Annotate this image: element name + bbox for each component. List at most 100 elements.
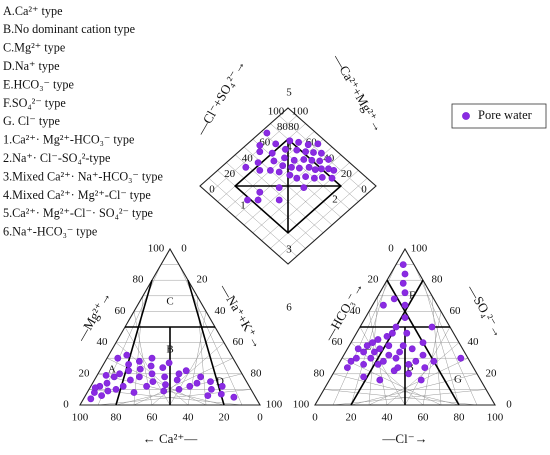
tick-label: 80 <box>277 121 289 133</box>
data-point <box>376 345 384 353</box>
data-point <box>379 357 387 365</box>
zone-label: C <box>166 296 173 308</box>
tick-label: 0 <box>312 412 318 424</box>
tick-label: 0 <box>181 243 187 255</box>
data-point <box>193 379 201 387</box>
grid-line <box>323 389 478 406</box>
data-point <box>300 156 308 163</box>
data-point <box>305 163 313 171</box>
tick-label: 20 <box>79 367 91 379</box>
data-point <box>275 196 283 204</box>
data-point <box>401 314 409 321</box>
tick-label: 60 <box>418 412 430 424</box>
key-line: 6.Na⁺-HCO₃⁻ type <box>3 225 97 239</box>
axis-label-clso4: —Cl⁻+SO₄²⁻→ <box>193 57 249 138</box>
tick-label: 100 <box>72 412 89 424</box>
data-point <box>256 141 264 149</box>
data-point <box>147 362 155 370</box>
data-point <box>116 370 123 378</box>
data-point <box>197 373 204 381</box>
data-point <box>143 382 150 390</box>
data-point <box>175 385 183 393</box>
axis-label-ca: ← Ca²⁺— <box>143 431 198 446</box>
key-line: E.HCO₃⁻ type <box>3 77 74 91</box>
tick-label: 100 <box>411 243 428 255</box>
data-point <box>311 166 319 173</box>
data-point <box>103 379 111 387</box>
data-point <box>428 323 436 331</box>
tick-label: 100 <box>293 399 310 411</box>
data-point <box>230 393 238 401</box>
key-line: G. Cl⁻ type <box>3 114 60 128</box>
zone-label: B <box>166 344 173 356</box>
classification-key: A.Ca²⁺ type B.No dominant cation type C.Mg… <box>3 4 163 239</box>
data-point <box>419 339 427 346</box>
key-line: F.SO₄²⁻ type <box>3 96 66 110</box>
data-point <box>317 149 325 157</box>
data-point <box>394 364 402 371</box>
data-point <box>325 165 332 173</box>
data-point <box>417 376 425 384</box>
legend: Pore water <box>451 103 547 129</box>
tick-label: 80 <box>314 367 326 379</box>
tick-label: 80 <box>111 412 123 424</box>
data-point <box>314 140 322 148</box>
data-point <box>325 156 332 163</box>
tick-label: 60 <box>233 336 245 348</box>
data-point <box>374 336 382 343</box>
data-point <box>136 365 144 373</box>
key-line: D.Na⁺ type <box>3 59 60 73</box>
data-point <box>87 395 95 403</box>
data-point <box>293 146 301 154</box>
tick-label: 40 <box>215 305 227 317</box>
data-point <box>244 196 251 204</box>
zone-label: G <box>454 374 462 386</box>
data-point <box>186 382 194 390</box>
legend-marker <box>462 112 470 120</box>
axis-label-so4: —SO₄²⁻→ <box>464 282 506 341</box>
tick-label: 0 <box>257 412 263 424</box>
data-point <box>286 171 294 179</box>
tick-label: 100 <box>487 412 504 424</box>
key-line: 4.Mixed Ca²⁺· Mg²⁺-Cl⁻ type <box>3 188 151 202</box>
zone-line <box>187 279 225 406</box>
data-point <box>207 378 214 385</box>
tick-label: 60 <box>332 336 344 348</box>
grid-line <box>332 373 460 406</box>
data-point <box>110 373 118 381</box>
data-point <box>114 354 122 362</box>
data-point <box>317 165 325 173</box>
tick-label: 40 <box>242 152 254 164</box>
zone-label: B <box>406 362 413 374</box>
zone-line <box>350 279 424 406</box>
zone-label: 4 <box>286 142 292 154</box>
axis-label-camg: —Ca²⁺+Mg²⁺→ <box>329 51 386 135</box>
data-point <box>421 364 429 371</box>
data-point <box>288 163 295 171</box>
tick-label: 40 <box>382 412 394 424</box>
data-point <box>293 174 301 182</box>
data-point <box>91 384 99 392</box>
data-point <box>279 162 287 170</box>
data-point <box>318 173 326 181</box>
tick-label: 80 <box>133 274 145 286</box>
tick-label: 20 <box>368 274 380 286</box>
tick-label: 60 <box>306 137 318 149</box>
grid-line <box>359 326 406 406</box>
data-point <box>419 351 427 359</box>
tick-label: 60 <box>259 137 271 149</box>
tick-label: 80 <box>432 274 444 286</box>
data-point <box>385 342 393 350</box>
zone-label: 1 <box>240 200 246 212</box>
data-point <box>162 381 169 389</box>
data-point <box>392 354 400 362</box>
data-point <box>370 348 378 356</box>
data-point <box>281 145 289 153</box>
data-point <box>256 166 264 174</box>
data-point <box>412 357 420 365</box>
data-point <box>354 345 362 353</box>
data-point <box>352 354 360 362</box>
data-point <box>148 370 156 378</box>
